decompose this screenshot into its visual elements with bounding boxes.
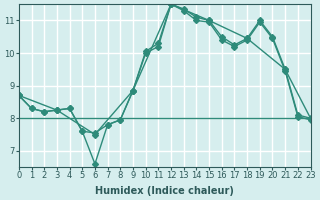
X-axis label: Humidex (Indice chaleur): Humidex (Indice chaleur)	[95, 186, 234, 196]
